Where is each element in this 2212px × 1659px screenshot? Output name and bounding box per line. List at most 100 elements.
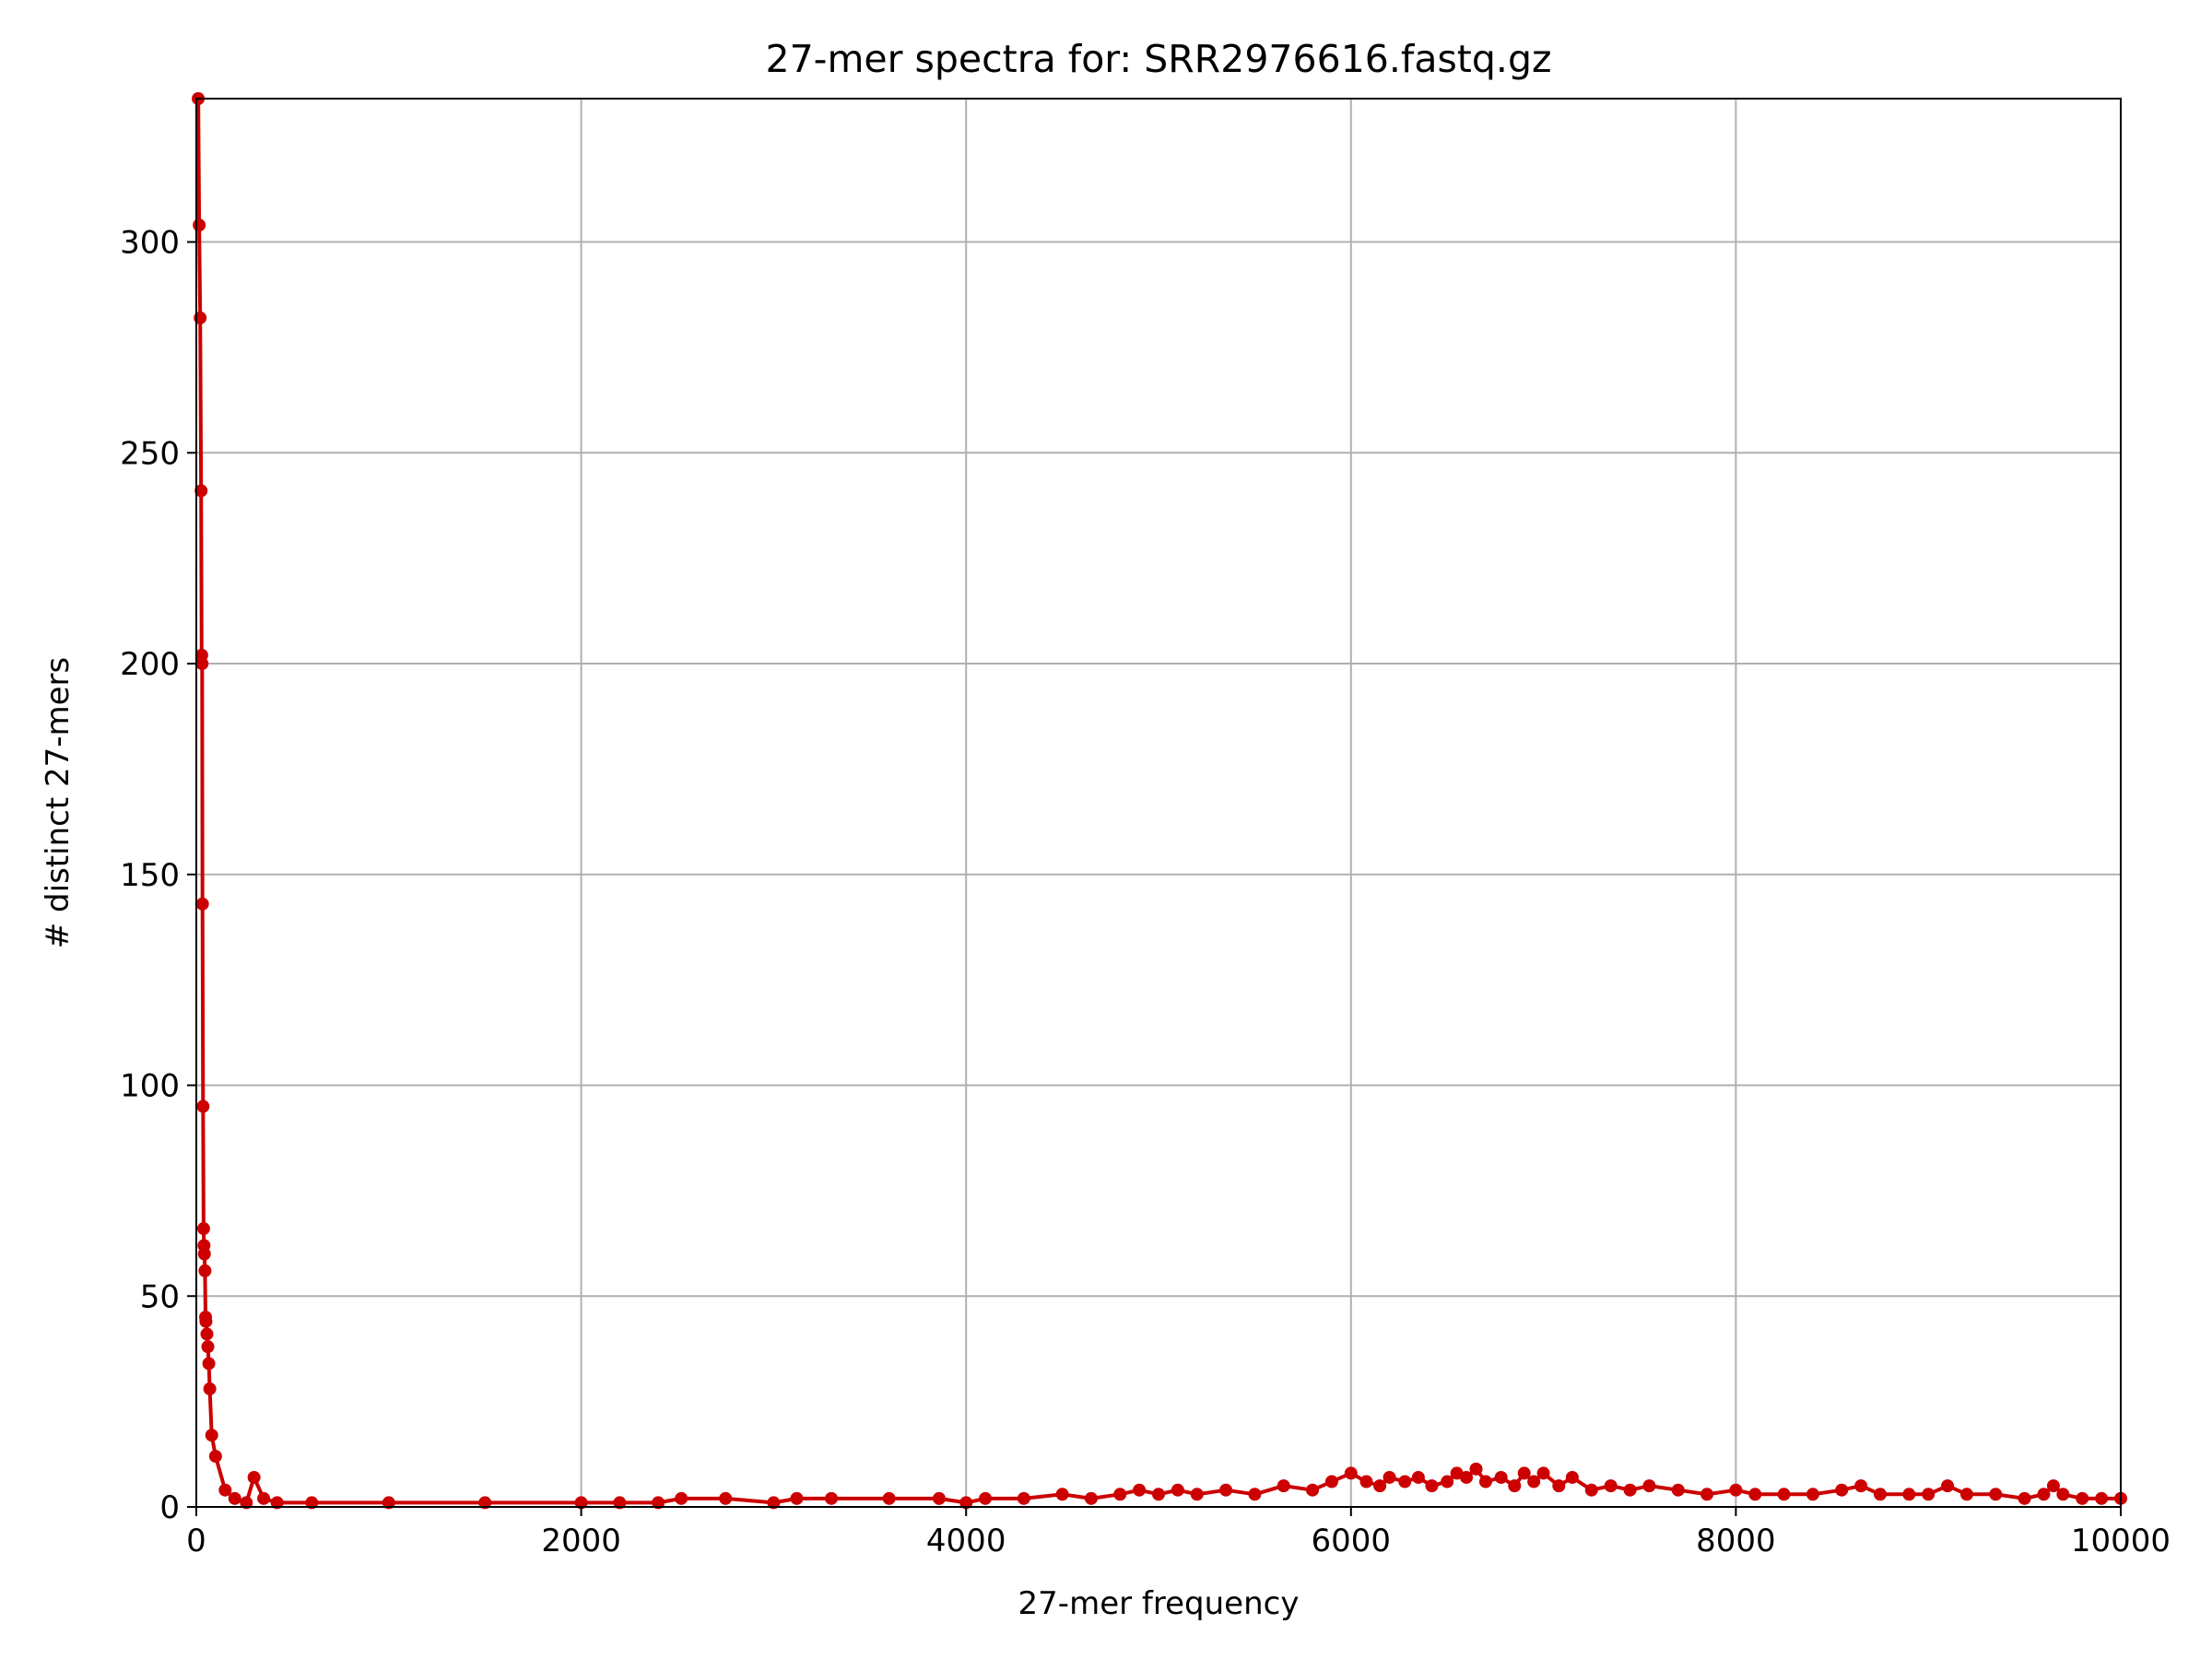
data-point <box>1642 1479 1656 1493</box>
x-tick-label: 2000 <box>541 1523 621 1559</box>
data-point <box>247 1470 261 1484</box>
y-tick-label: 150 <box>120 857 180 894</box>
data-point <box>1425 1479 1439 1493</box>
data-point <box>1854 1479 1868 1493</box>
y-tick-label: 300 <box>120 225 180 262</box>
x-tick-label: 10000 <box>2071 1523 2171 1559</box>
data-point <box>1219 1483 1233 1497</box>
data-point <box>1671 1483 1685 1497</box>
data-point <box>257 1491 271 1505</box>
x-tick-label: 0 <box>186 1523 206 1559</box>
data-point <box>1441 1475 1454 1488</box>
plot-frame <box>195 98 2122 1508</box>
data-point <box>1494 1470 1508 1484</box>
y-tick-label: 250 <box>120 435 180 472</box>
data-point <box>1248 1488 1262 1501</box>
data-point <box>1133 1483 1147 1497</box>
data-point <box>1874 1488 1887 1501</box>
data-point <box>767 1496 781 1510</box>
data-point <box>1508 1479 1522 1493</box>
y-axis-ticks: 0 50 100 150 200 250 300 <box>120 225 196 1526</box>
data-point <box>1604 1479 1618 1493</box>
data-point <box>1113 1488 1127 1501</box>
data-point <box>194 484 208 498</box>
data-point <box>1959 1488 1973 1501</box>
data-point <box>675 1491 688 1505</box>
data-point <box>193 218 206 232</box>
data-point <box>1277 1479 1290 1493</box>
data-point <box>1324 1475 1338 1488</box>
y-tick-label: 0 <box>159 1489 180 1526</box>
y-axis-label: # distinct 27-mers <box>40 657 76 948</box>
data-point <box>959 1496 973 1510</box>
data-point <box>1536 1466 1550 1480</box>
data-point <box>825 1491 839 1505</box>
data-point <box>613 1496 627 1510</box>
x-tick-label: 6000 <box>1312 1523 1392 1559</box>
data-point <box>1748 1488 1762 1501</box>
data-point <box>197 1247 211 1261</box>
data-point <box>719 1491 733 1505</box>
data-point <box>2076 1491 2089 1505</box>
data-point <box>1411 1470 1425 1484</box>
data-point <box>1989 1488 2003 1501</box>
data-point <box>196 1222 210 1236</box>
data-point <box>1017 1491 1030 1505</box>
data-point <box>1055 1488 1069 1501</box>
data-point <box>1171 1483 1184 1497</box>
data-point <box>790 1491 804 1505</box>
y-tick-label: 200 <box>120 646 180 683</box>
data-point <box>1469 1462 1483 1476</box>
data-point <box>882 1491 896 1505</box>
data-point <box>1359 1475 1373 1488</box>
data-point <box>202 1357 216 1371</box>
data-point <box>979 1491 993 1505</box>
data-point <box>1941 1479 1955 1493</box>
data-point <box>1084 1491 1098 1505</box>
data-point <box>1584 1483 1598 1497</box>
data-point <box>1190 1488 1204 1501</box>
data-point <box>652 1496 665 1510</box>
x-axis-ticks: 0 2000 4000 6000 8000 10000 <box>186 1507 2171 1559</box>
data-point <box>196 1100 210 1113</box>
data-point <box>198 1264 212 1277</box>
data-point <box>1382 1470 1396 1484</box>
data-point <box>932 1491 946 1505</box>
x-tick-label: 4000 <box>926 1523 1006 1559</box>
data-point <box>1552 1479 1566 1493</box>
data-point <box>270 1496 284 1510</box>
data-point <box>1478 1475 1492 1488</box>
data-point <box>2095 1491 2109 1505</box>
data-point <box>1729 1483 1743 1497</box>
data-series <box>192 92 2127 1510</box>
data-point <box>2056 1488 2070 1501</box>
data-point <box>199 1314 213 1328</box>
data-point <box>574 1496 588 1510</box>
data-point <box>1344 1466 1358 1480</box>
x-axis-label: 27-mer frequency <box>1018 1585 1300 1622</box>
data-point <box>1902 1488 1916 1501</box>
data-point <box>1517 1466 1531 1480</box>
data-point <box>1152 1488 1165 1501</box>
data-point <box>1460 1470 1474 1484</box>
data-point <box>1527 1475 1541 1488</box>
data-point <box>305 1496 319 1510</box>
data-point <box>208 1450 222 1464</box>
data-point <box>2046 1479 2060 1493</box>
data-point <box>200 1327 214 1341</box>
data-point <box>1623 1483 1637 1497</box>
data-point <box>228 1491 241 1505</box>
data-point <box>1835 1483 1849 1497</box>
data-point <box>1373 1479 1387 1493</box>
x-tick-label: 8000 <box>1696 1523 1776 1559</box>
y-tick-label: 50 <box>140 1278 180 1315</box>
chart-title: 27-mer spectra for: SRR2976616.fastq.gz <box>766 37 1552 81</box>
data-point <box>205 1429 218 1442</box>
data-point <box>1450 1466 1464 1480</box>
data-point <box>1398 1475 1412 1488</box>
data-point <box>478 1496 492 1510</box>
data-point <box>2018 1491 2031 1505</box>
data-point <box>2037 1488 2051 1501</box>
data-point <box>218 1483 232 1497</box>
